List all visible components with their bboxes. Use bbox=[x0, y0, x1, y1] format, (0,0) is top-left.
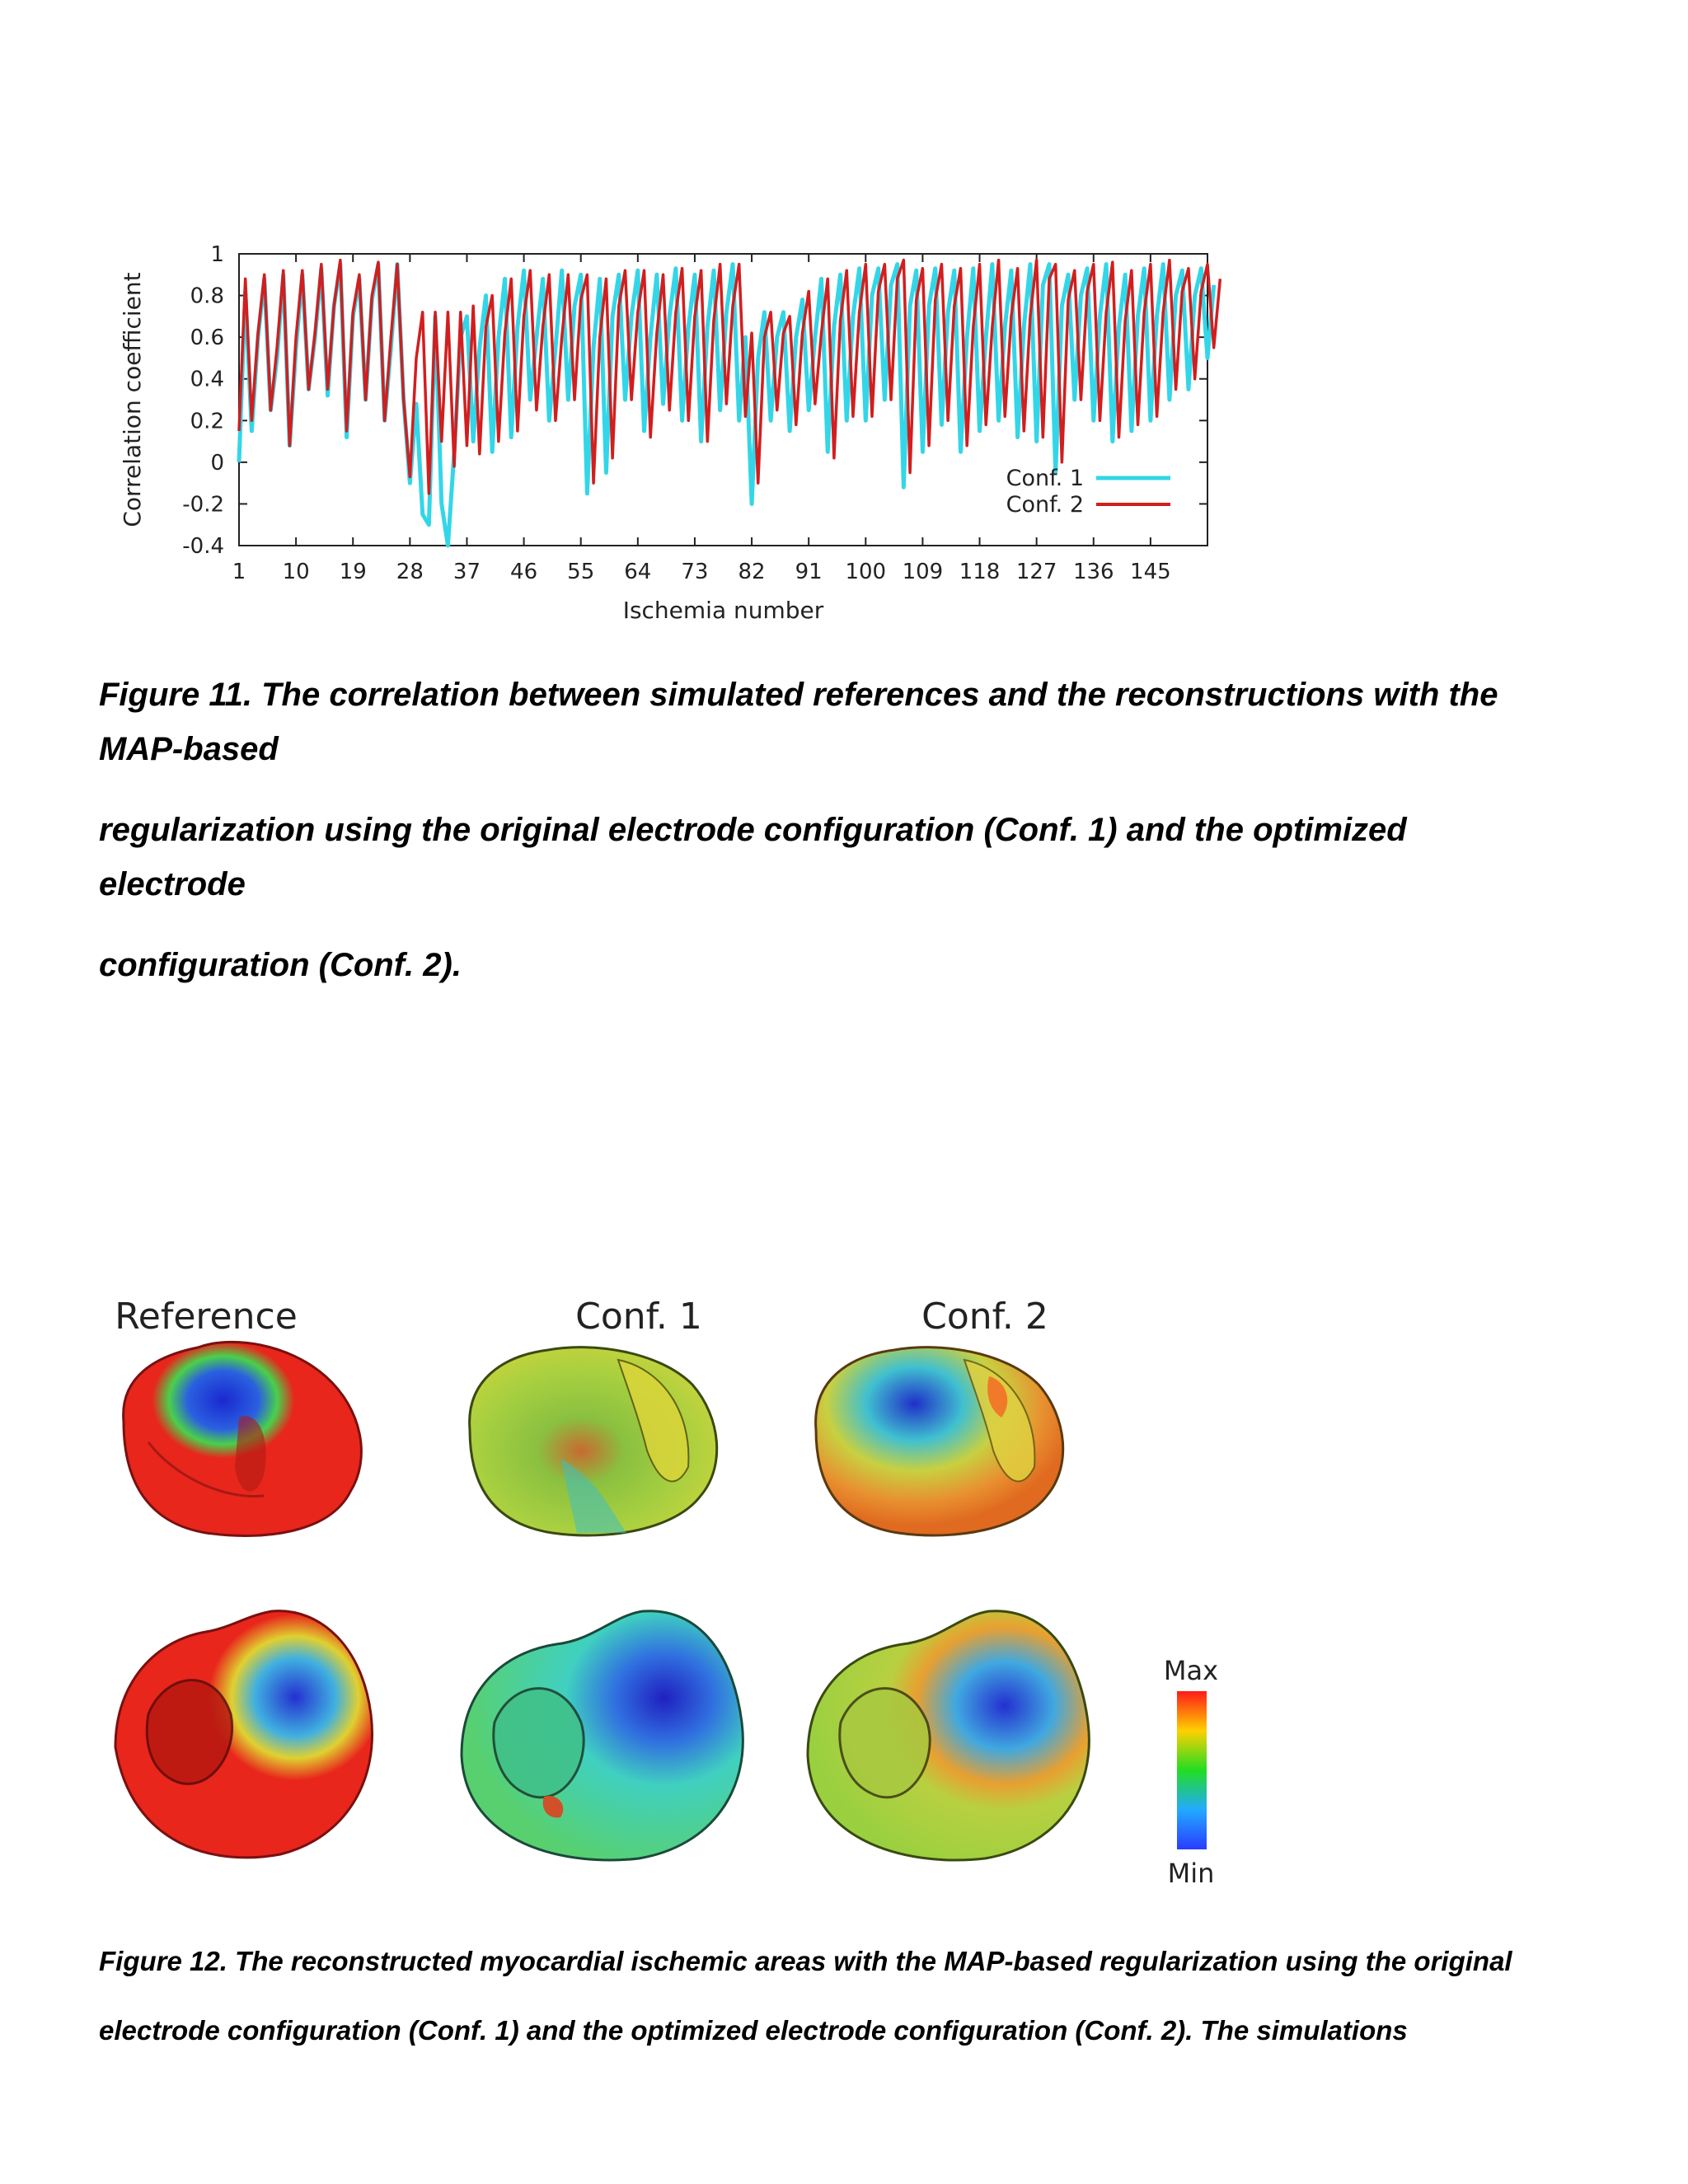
x-tick-label: 100 bbox=[845, 560, 886, 584]
heart-conf2-top bbox=[814, 1346, 1065, 1537]
figure-12-caption: Figure 12. The reconstructed myocardial … bbox=[99, 1941, 1582, 2051]
caption-line: configuration (Conf. 2). bbox=[99, 947, 462, 983]
x-tick-label: 64 bbox=[624, 560, 651, 584]
caption-line: electrode configuration (Conf. 1) and th… bbox=[99, 2015, 1408, 2046]
y-axis-label: Correlation coefficient bbox=[119, 272, 146, 527]
y-tick-label: -0.4 bbox=[182, 534, 224, 559]
x-tick-label: 145 bbox=[1130, 560, 1171, 584]
colorbar bbox=[1177, 1691, 1207, 1849]
x-tick-label: 91 bbox=[795, 560, 823, 584]
colorbar-max-label: Max bbox=[1164, 1655, 1218, 1686]
x-tick-label: 82 bbox=[738, 560, 766, 584]
y-tick-label: 0.4 bbox=[190, 368, 224, 392]
x-tick-label: 1 bbox=[232, 560, 246, 584]
x-axis-label: Ischemia number bbox=[623, 597, 824, 624]
y-tick-label: 0.2 bbox=[190, 409, 224, 434]
column-title-conf1: Conf. 1 bbox=[575, 1296, 702, 1338]
x-tick-label: 46 bbox=[510, 560, 537, 584]
caption-line: Figure 12. The reconstructed myocardial … bbox=[99, 1946, 1512, 1976]
caption-line: MAP-based bbox=[99, 731, 279, 767]
caption-line: regularization using the original electr… bbox=[99, 812, 1407, 848]
caption-line: electrode bbox=[99, 866, 246, 902]
correlation-chart: -0.4 -0.2 0 0.2 0.4 0.6 0.8 1 1 10 19 28 37 46 55 64 73 8… bbox=[119, 242, 1222, 624]
chart-axes: -0.4 -0.2 0 0.2 0.4 0.6 0.8 1 1 10 19 28 37 46 55 64 73 8… bbox=[119, 242, 1208, 624]
ischemia-heart-maps: Reference Conf. 1 Conf. 2 Max Min bbox=[114, 1296, 1218, 1889]
heart-reference-bottom bbox=[114, 1610, 373, 1859]
heart-conf1-top bbox=[468, 1346, 719, 1537]
x-tick-label: 109 bbox=[903, 560, 944, 584]
y-tick-label: 0.6 bbox=[190, 326, 224, 350]
figure-11-caption: Figure 11. The correlation between simul… bbox=[99, 668, 1582, 992]
y-tick-label: 0.8 bbox=[190, 284, 224, 309]
y-tick-label: 0 bbox=[210, 451, 224, 476]
series-line-2 bbox=[237, 258, 1222, 495]
legend-label: Conf. 2 bbox=[1006, 492, 1084, 518]
heart-conf2-bottom bbox=[806, 1610, 1090, 1862]
x-tick-label: 136 bbox=[1073, 560, 1114, 584]
x-tick-label: 73 bbox=[681, 560, 708, 584]
caption-line: Figure 11. The correlation between simul… bbox=[99, 677, 1498, 713]
heart-reference-top bbox=[122, 1340, 363, 1537]
x-tick-label: 28 bbox=[396, 560, 424, 584]
column-title-conf2: Conf. 2 bbox=[921, 1296, 1048, 1338]
column-title-reference: Reference bbox=[115, 1296, 298, 1338]
x-tick-label: 19 bbox=[340, 560, 367, 584]
x-tick-label: 10 bbox=[283, 560, 310, 584]
heart-conf1-bottom bbox=[460, 1610, 744, 1862]
colorbar-min-label: Min bbox=[1168, 1858, 1215, 1889]
legend-label: Conf. 1 bbox=[1006, 466, 1084, 491]
y-tick-label: 1 bbox=[210, 242, 224, 267]
x-tick-label: 127 bbox=[1016, 560, 1057, 584]
x-tick-label: 37 bbox=[453, 560, 481, 584]
x-tick-label: 118 bbox=[959, 560, 1001, 584]
chart-series bbox=[237, 258, 1222, 548]
x-tick-label: 55 bbox=[567, 560, 594, 584]
y-tick-label: -0.2 bbox=[182, 492, 224, 517]
